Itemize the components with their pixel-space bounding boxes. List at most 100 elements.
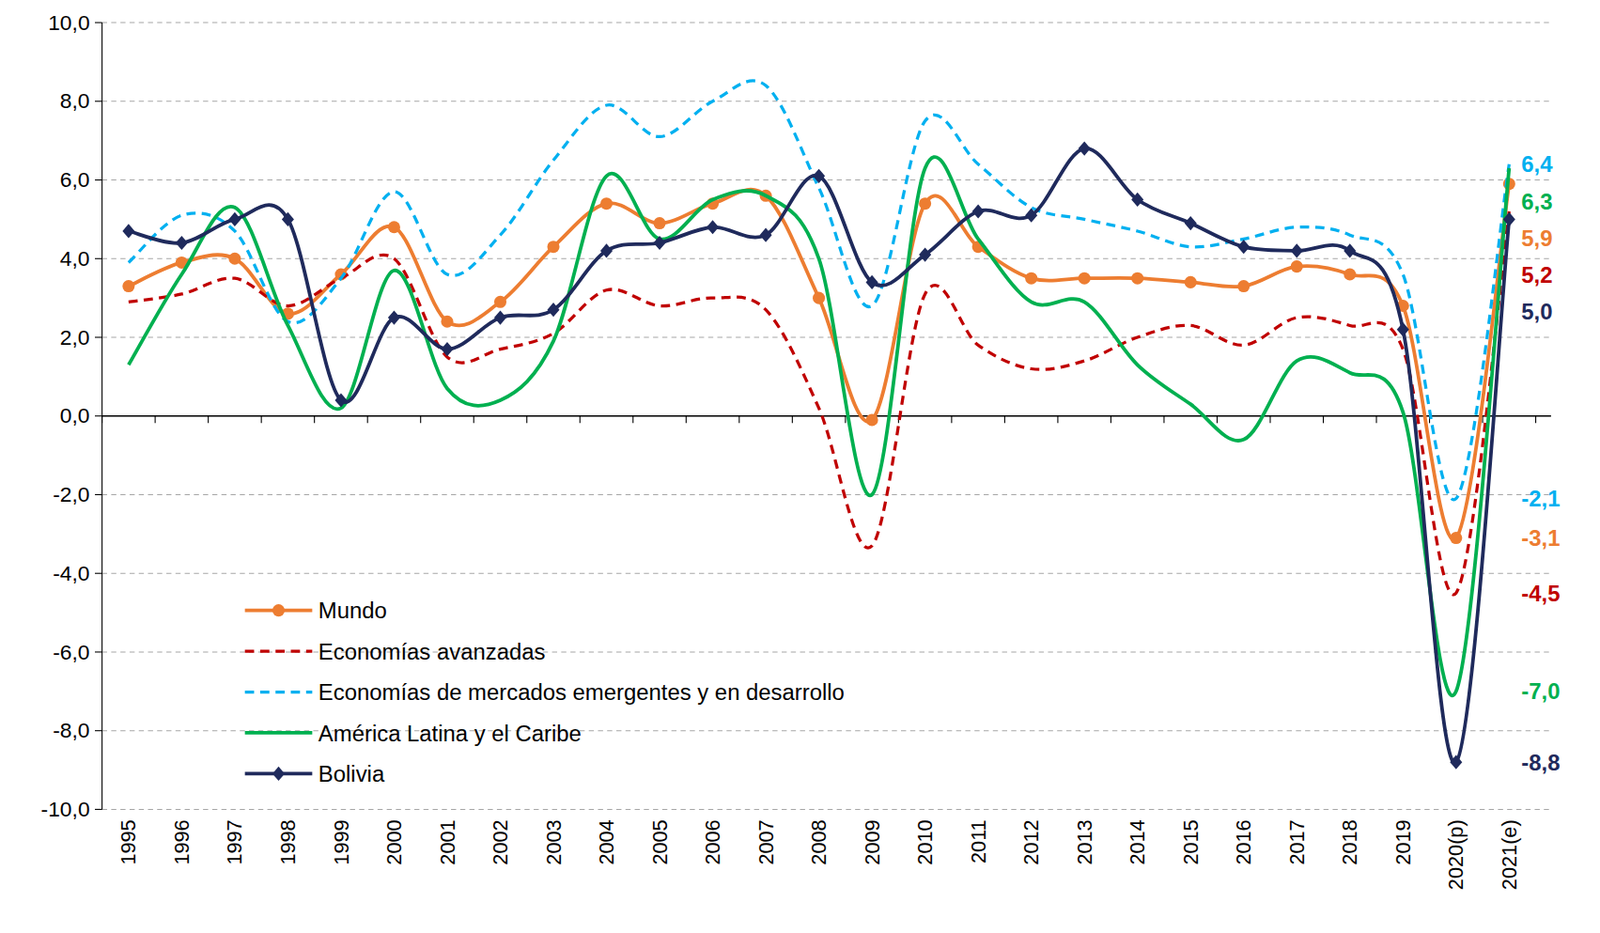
y-tick <box>94 336 103 338</box>
data-label: -7,0 <box>1521 679 1560 705</box>
x-tick <box>155 416 156 424</box>
marker <box>1237 279 1250 293</box>
marker <box>600 243 613 258</box>
x-tick <box>1056 416 1058 424</box>
marker <box>1343 267 1356 280</box>
x-tick <box>473 416 475 424</box>
y-tick-label: 10,0 <box>47 10 90 35</box>
legend-swatch <box>245 649 313 653</box>
x-tick <box>792 416 793 424</box>
y-tick-label: -4,0 <box>52 560 90 586</box>
legend-label: Mundo <box>318 597 388 623</box>
marker <box>812 292 825 305</box>
marker <box>494 295 507 309</box>
marker <box>1343 243 1356 258</box>
data-label: 5,2 <box>1521 262 1553 288</box>
legend-label: América Latina y el Caribe <box>318 720 582 746</box>
x-tick-label: 2000 <box>382 819 406 865</box>
marker <box>653 235 667 250</box>
x-tick-label: 2019 <box>1391 819 1415 865</box>
marker <box>122 279 135 293</box>
x-tick-label: 1999 <box>329 819 354 865</box>
legend-swatch <box>245 730 313 735</box>
x-tick <box>1322 416 1324 424</box>
grid-line <box>102 100 1552 102</box>
x-tick-label: 1995 <box>116 819 140 865</box>
x-tick <box>1269 416 1271 424</box>
marker <box>866 275 879 290</box>
legend-marker <box>272 766 285 781</box>
y-tick <box>94 22 103 24</box>
data-label: 5,9 <box>1521 225 1553 251</box>
x-tick <box>1004 416 1006 424</box>
x-tick-label: 2001 <box>435 819 460 865</box>
marker <box>546 240 560 253</box>
grid-line <box>102 22 1552 24</box>
y-tick <box>94 808 103 810</box>
marker <box>812 169 825 184</box>
y-tick-label: 8,0 <box>60 88 91 113</box>
x-axis <box>102 415 1552 417</box>
marker <box>1449 755 1462 770</box>
marker <box>388 310 401 325</box>
x-tick-label: 2009 <box>860 819 885 865</box>
marker <box>334 392 347 407</box>
marker <box>918 247 932 262</box>
y-tick <box>94 730 103 731</box>
y-tick-label: -10,0 <box>41 796 91 822</box>
data-label: -4,5 <box>1521 580 1560 606</box>
legend-marker <box>272 604 285 617</box>
data-label: -3,1 <box>1521 525 1560 551</box>
x-tick <box>844 416 846 424</box>
x-tick <box>685 416 687 424</box>
x-tick <box>579 416 581 424</box>
series-line <box>128 156 1509 696</box>
x-tick <box>207 416 209 424</box>
marker <box>1131 192 1144 207</box>
marker <box>653 217 667 230</box>
y-axis <box>101 22 103 809</box>
y-tick-label: 0,0 <box>60 403 91 428</box>
x-tick <box>101 416 103 424</box>
x-tick-label: 2003 <box>542 819 566 865</box>
x-tick <box>367 416 369 424</box>
data-label: 6,4 <box>1521 151 1554 177</box>
marker <box>1290 260 1304 273</box>
marker <box>228 252 241 265</box>
x-tick <box>738 416 740 424</box>
x-tick-label: 2008 <box>807 819 831 865</box>
grid-line <box>102 179 1552 181</box>
x-tick-label: 2018 <box>1337 819 1362 865</box>
marker <box>1131 272 1144 285</box>
x-tick <box>1375 416 1377 424</box>
grid-line <box>102 573 1552 575</box>
marker <box>1449 531 1462 544</box>
x-tick-label: 2011 <box>966 819 991 864</box>
legend-swatch <box>245 690 313 694</box>
marker <box>388 220 401 234</box>
marker <box>1184 276 1197 289</box>
marker <box>918 197 932 210</box>
x-tick <box>950 416 952 424</box>
x-tick-label: 2015 <box>1179 819 1203 865</box>
legend: MundoEconomías avanzadasEconomías de mer… <box>245 597 845 787</box>
marker <box>1290 243 1304 258</box>
x-tick-label: 2010 <box>913 819 937 865</box>
marker <box>228 212 241 227</box>
x-tick <box>261 416 263 424</box>
marker <box>1397 322 1410 337</box>
marker <box>1503 212 1516 227</box>
x-tick-label: 1997 <box>223 819 248 865</box>
x-tick <box>1110 416 1112 424</box>
x-tick-label: 1998 <box>276 819 300 865</box>
marker <box>972 203 985 218</box>
x-tick-label: 2005 <box>648 819 672 865</box>
x-tick <box>1535 416 1537 424</box>
y-tick <box>94 100 103 102</box>
y-tick-label: -8,0 <box>52 717 90 743</box>
y-tick <box>94 179 103 181</box>
marker <box>760 228 773 243</box>
x-tick-label: 2002 <box>488 819 513 865</box>
y-tick <box>94 651 103 653</box>
grid-line <box>102 494 1552 496</box>
